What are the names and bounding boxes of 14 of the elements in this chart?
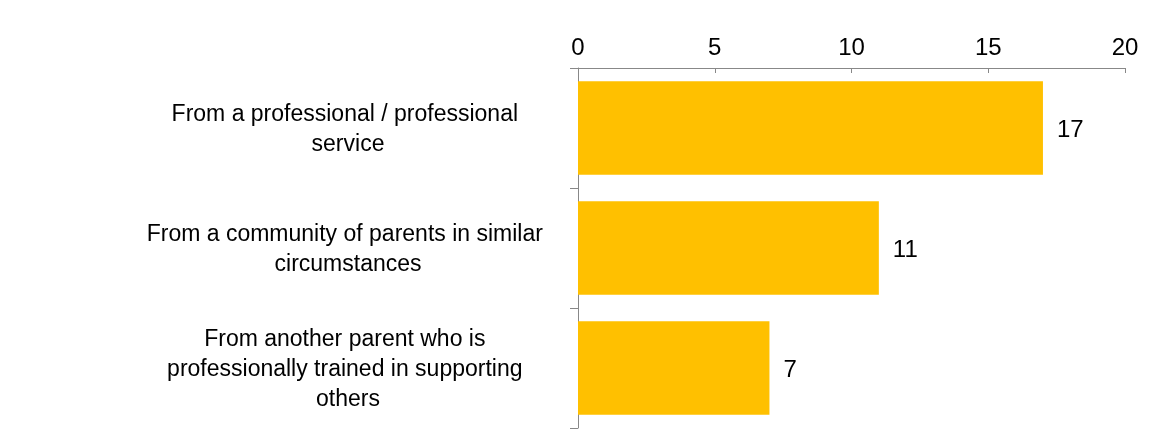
data-label: 17	[1056, 114, 1084, 142]
data-label: 7	[783, 354, 797, 382]
y-tick-label: From a community of parents in similar circumstances	[146, 220, 550, 276]
y-tick-label: From another parent who is professionally trained in supporting others	[167, 325, 529, 411]
x-tick-label: 10	[838, 32, 865, 60]
y-tick-label: From a professional / professional service	[171, 100, 525, 156]
x-tick-label: 5	[708, 32, 722, 60]
x-tick-label: 0	[571, 32, 585, 60]
data-label: 11	[892, 234, 918, 262]
bar	[578, 81, 1043, 175]
x-tick-label: 20	[1111, 32, 1139, 60]
x-tick-label: 15	[974, 32, 1002, 60]
bar	[578, 201, 879, 295]
bar	[578, 321, 770, 415]
